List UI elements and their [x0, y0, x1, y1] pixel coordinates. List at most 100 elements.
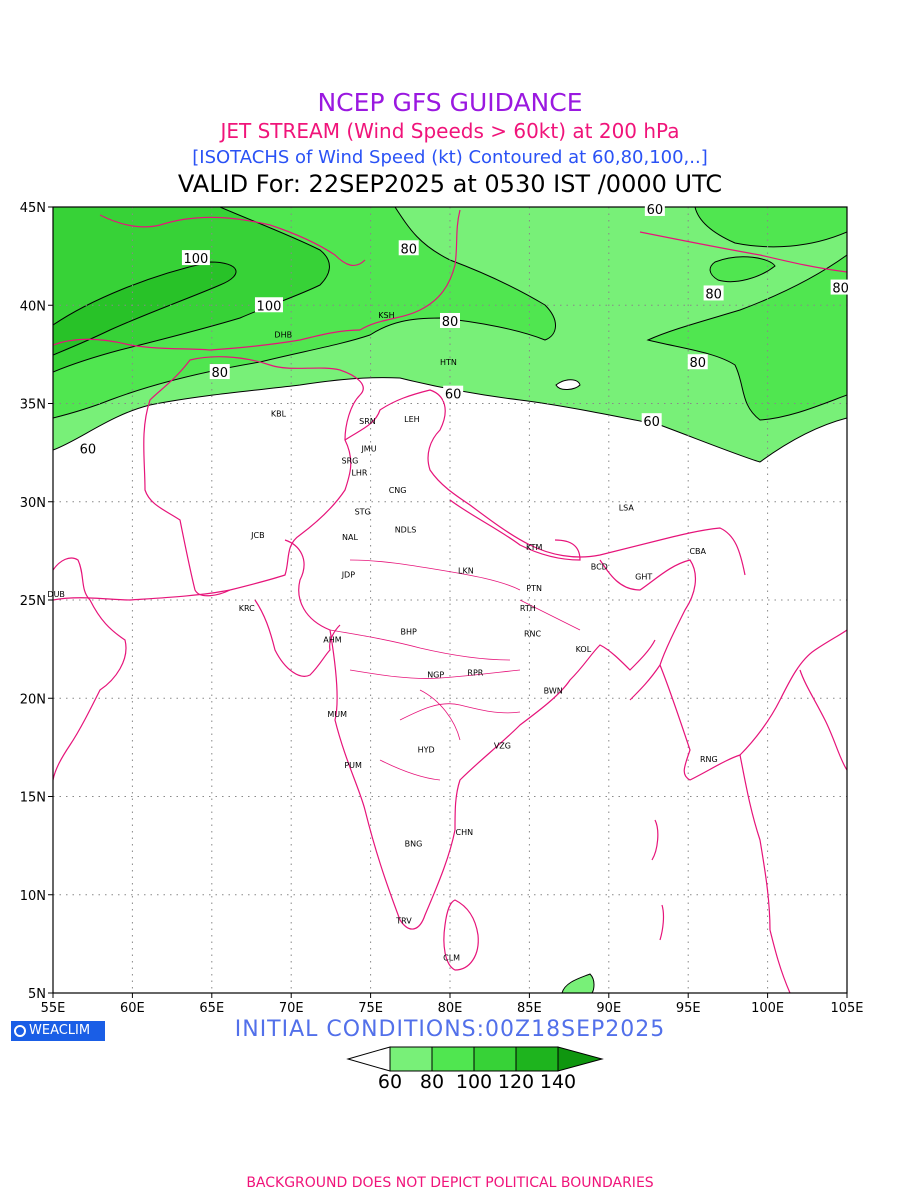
weaclim-logo: WEACLIM	[11, 1021, 105, 1041]
colorbar-high-triangle	[557, 1046, 604, 1072]
contour-labels: 100 100 80 60 80 80 60 60 80 80 80 60	[77, 200, 851, 458]
city-label-chn: CHN	[455, 828, 473, 837]
city-label-leh: LEH	[404, 415, 420, 424]
city-label-bwn: BWN	[544, 686, 563, 695]
city-label-ptn: PTN	[526, 584, 542, 593]
city-label-bng: BNG	[405, 840, 423, 849]
city-label-mum: MUM	[327, 710, 347, 719]
lon-tick-label: 60E	[120, 1001, 145, 1016]
contour-label-bg	[641, 413, 662, 429]
isotach-cell-east	[709, 256, 776, 283]
lat-tick-label: 20N	[20, 692, 46, 707]
map-area	[53, 207, 847, 993]
contour-label-bg	[209, 364, 230, 380]
contour-label: 80	[832, 282, 849, 297]
city-label-srn: SRN	[359, 417, 376, 426]
colorbar-segment	[389, 1046, 433, 1072]
city-label-dub: DUB	[47, 590, 65, 599]
kazakh-border	[99, 214, 366, 267]
city-label-jcb: JCB	[250, 531, 264, 540]
isotach-band-80-northeast	[694, 207, 847, 248]
lat-tick-label: 30N	[20, 496, 46, 511]
city-label-srg: SRG	[342, 456, 359, 465]
lon-tick-label: 90E	[596, 1001, 621, 1016]
city-label-ksh: KSH	[378, 311, 394, 320]
chart-subtitle: JET STREAM (Wind Speeds > 60kt) at 200 h…	[220, 119, 680, 143]
colorbar-segment	[431, 1046, 475, 1072]
city-label-vzg: VZG	[494, 741, 511, 750]
city-label-stg: STG	[355, 508, 371, 517]
gujarat-coast	[254, 599, 341, 677]
colorbar-label: 120	[498, 1071, 534, 1093]
colorbar: 60 80 100 120 140	[346, 1046, 604, 1093]
lat-lon-grid	[53, 207, 847, 993]
contour-label-bg	[687, 354, 708, 370]
lon-tick-label: 55E	[41, 1001, 66, 1016]
city-label-lsa: LSA	[619, 504, 635, 513]
contour-label: 80	[400, 242, 417, 257]
contour-label-bg	[830, 279, 851, 295]
logo-ring-icon	[14, 1025, 26, 1037]
nepal-border	[449, 499, 581, 561]
lat-tick-label: 10N	[20, 889, 46, 904]
initial-conditions: INITIAL CONDITIONS:00Z18SEP2025	[234, 1017, 666, 1042]
colorbar-segment	[473, 1046, 517, 1072]
city-label-ktm: KTM	[526, 543, 543, 552]
contour-label: 80	[211, 366, 228, 381]
pakistan-border	[229, 369, 364, 591]
city-label-trv: TRV	[395, 916, 412, 925]
contour-label: 100	[184, 252, 209, 267]
contour-label-bg	[181, 250, 210, 266]
city-label-pum: PUM	[344, 761, 362, 770]
contour-label-bg	[398, 240, 419, 256]
indochina-coast	[799, 669, 847, 771]
isotach-band-80-east	[646, 254, 847, 421]
city-label-clm: CLM	[443, 954, 460, 963]
city-label-kbl: KBL	[271, 409, 287, 418]
lon-tick-label: 75E	[358, 1001, 383, 1016]
jet-stream-map: 100 100 80 60 80 80 60 60 80 80 80 60 DHB KSH HTN KBL S…	[20, 200, 864, 1016]
lon-tick-label: 105E	[830, 1001, 863, 1016]
isotach-band-south	[561, 973, 595, 993]
contour-label-bg	[254, 297, 283, 313]
boundary-disclaimer: BACKGROUND DOES NOT DEPICT POLITICAL BOU…	[246, 1175, 654, 1191]
contour-description: [ISOTACHS of Wind Speed (kt) Contoured a…	[192, 147, 708, 168]
city-label-jmu: JMU	[360, 445, 376, 454]
contour-label: 60	[647, 203, 664, 218]
city-label-dhb: DHB	[274, 331, 292, 340]
contour-label-bg	[77, 440, 98, 456]
city-label-bhp: BHP	[401, 627, 418, 636]
contour-label: 80	[689, 356, 706, 371]
city-label-rth: RTH	[520, 604, 536, 613]
city-label-ngp: NGP	[427, 671, 444, 680]
logo-text: WEACLIM	[29, 1023, 91, 1038]
city-label-ght: GHT	[635, 572, 652, 581]
contour-label: 80	[705, 287, 722, 302]
iran-coast	[53, 589, 231, 601]
city-label-ahm: AHM	[323, 635, 341, 644]
lon-tick-label: 100E	[751, 1001, 784, 1016]
lon-tick-label: 85E	[517, 1001, 542, 1016]
lat-tick-label: 15N	[20, 791, 46, 806]
colorbar-segment	[515, 1046, 559, 1072]
city-label-ndls: NDLS	[395, 525, 417, 534]
city-label-bcd: BCD	[591, 563, 608, 572]
lon-tick-label: 80E	[438, 1001, 463, 1016]
colorbar-low-triangle	[346, 1046, 391, 1072]
city-label-lhr: LHR	[351, 468, 367, 477]
colorbar-label: 140	[540, 1071, 576, 1093]
thailand-border	[739, 629, 847, 756]
central-asia-border	[53, 329, 361, 351]
contour-label: 60	[643, 415, 660, 430]
contour-label: 80	[442, 315, 459, 330]
city-label-kol: KOL	[576, 645, 592, 654]
himalaya-border	[344, 389, 746, 576]
lat-tick-label: 5N	[28, 987, 46, 1002]
contour-label-bg	[644, 200, 665, 216]
andaman-islands	[651, 819, 665, 941]
contour-label-bg	[440, 312, 460, 328]
contour-label: 60	[445, 388, 462, 403]
contour-label-bg	[443, 385, 464, 401]
contour-label: 60	[80, 443, 97, 458]
